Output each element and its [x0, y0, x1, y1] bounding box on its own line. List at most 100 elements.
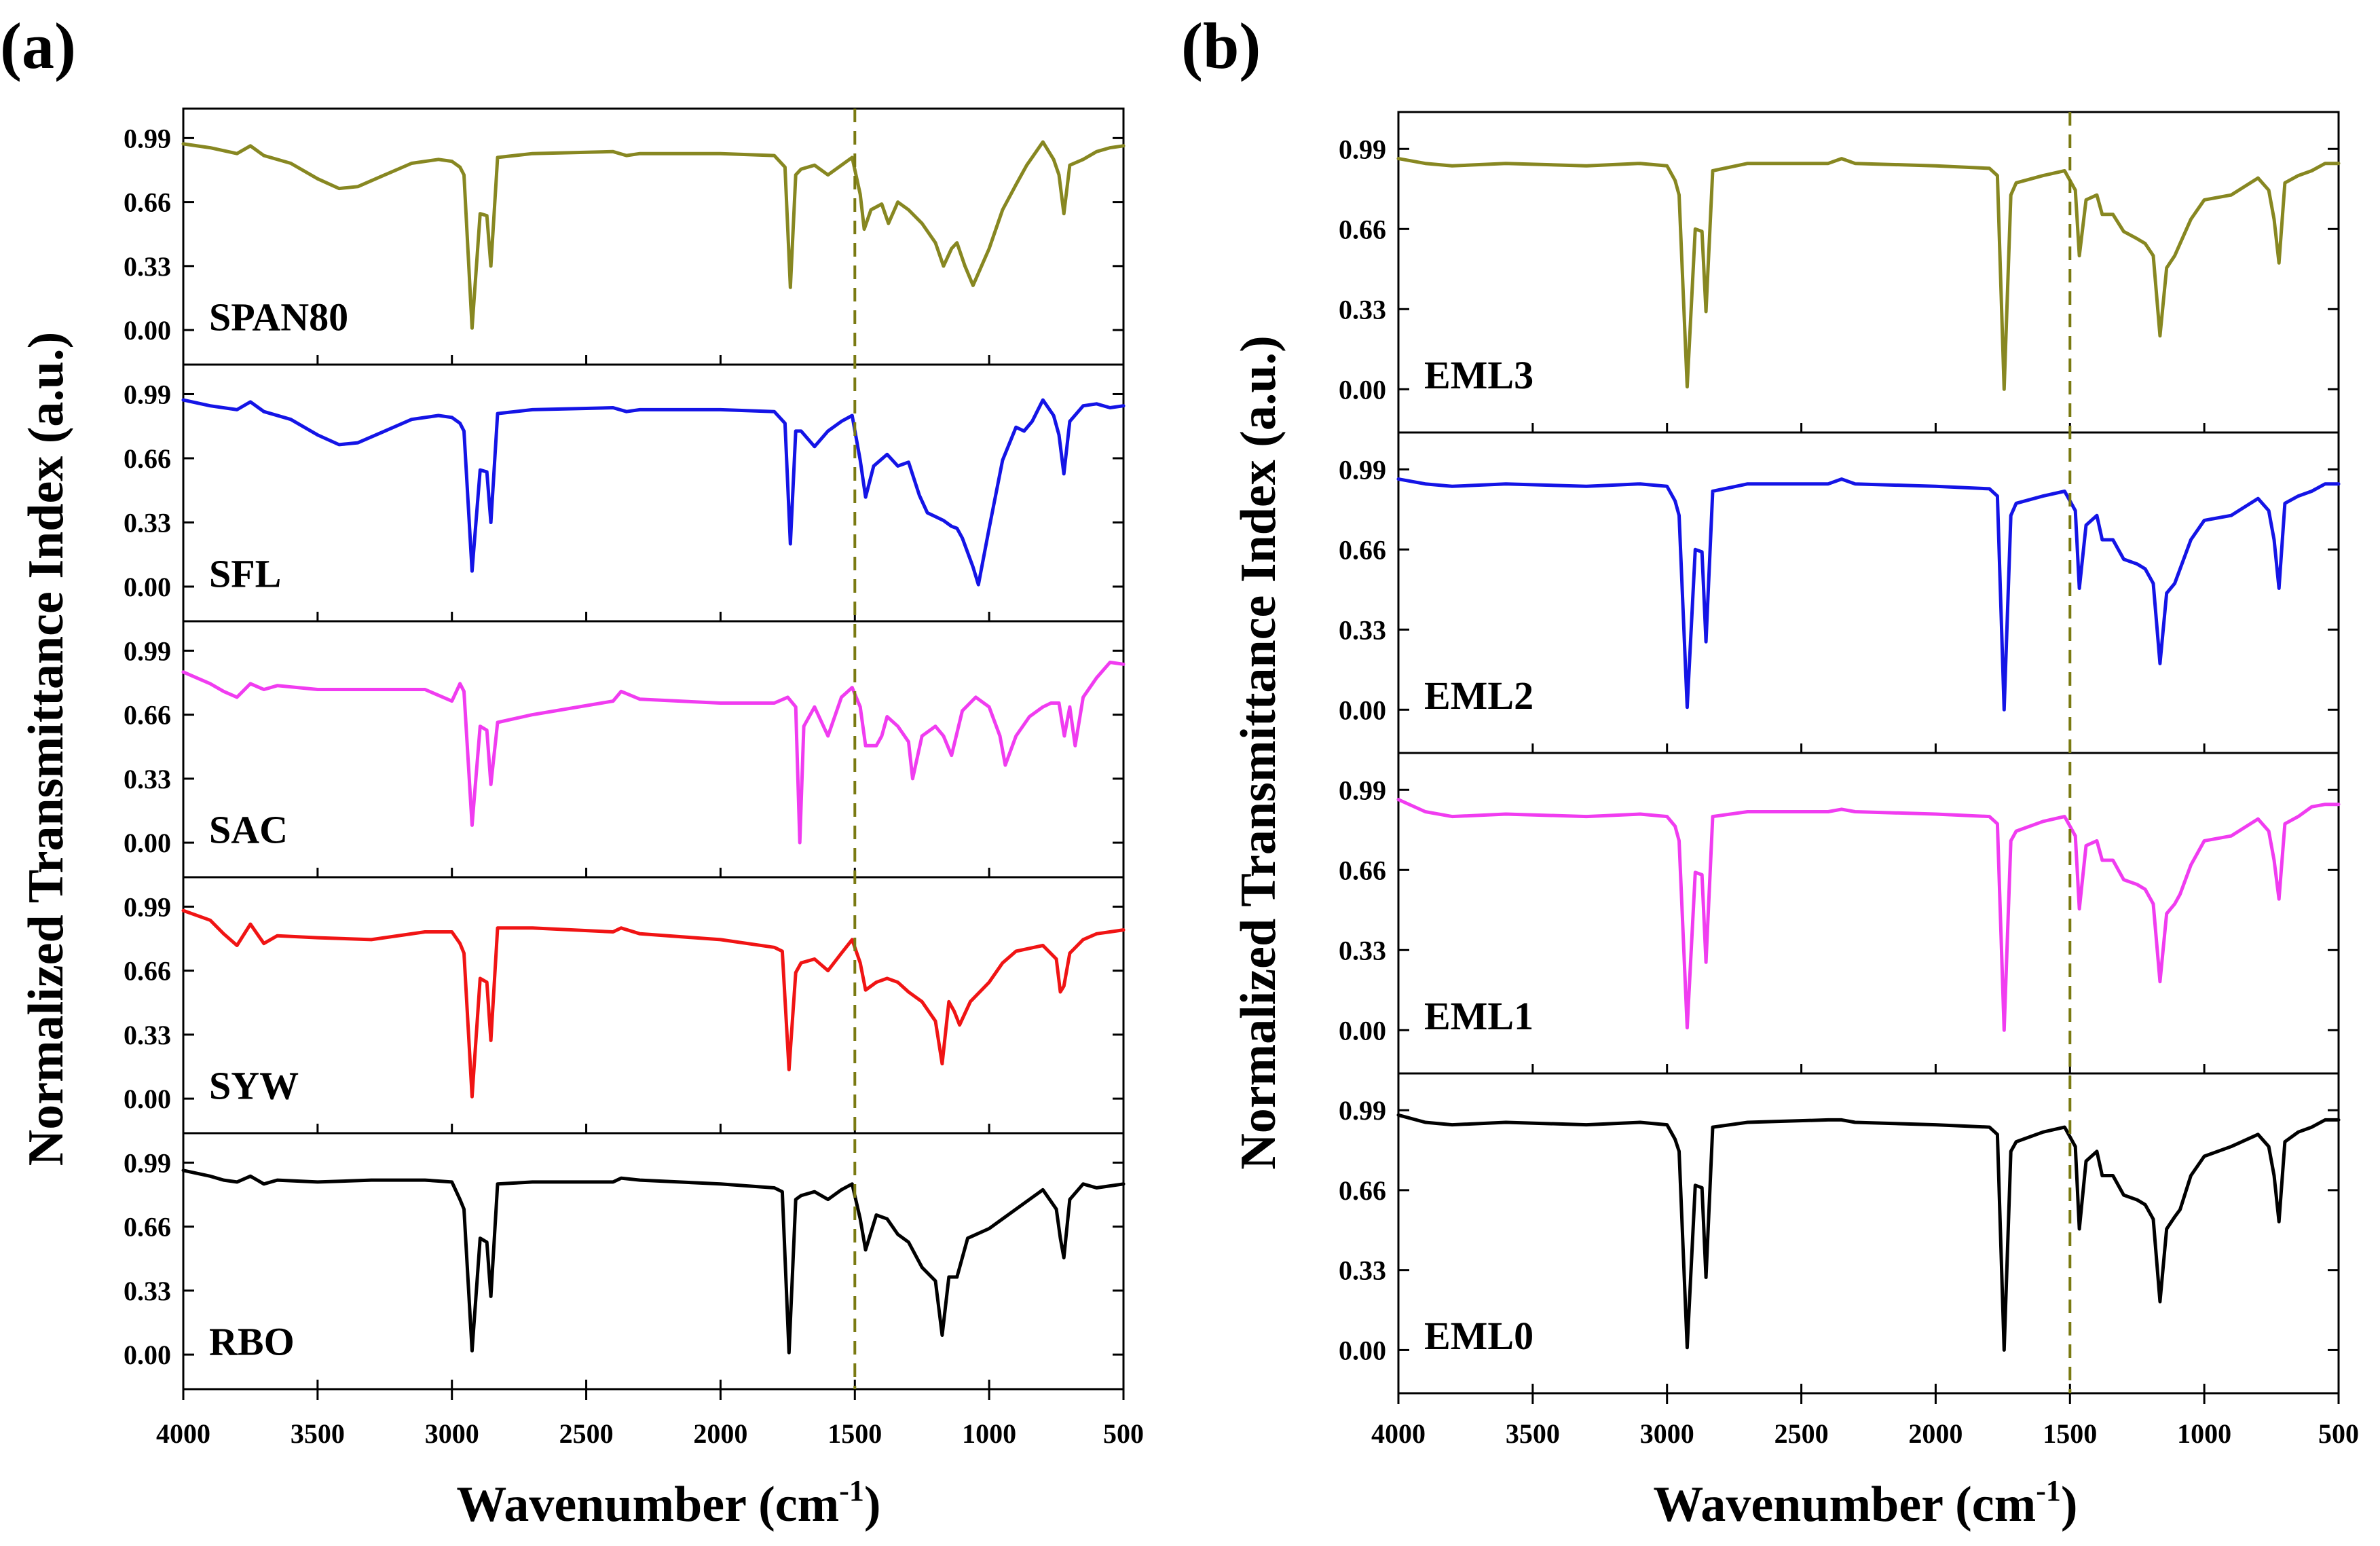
trace-label-eml3: EML3	[1424, 353, 1533, 397]
y-tick-label: 0.66	[124, 1212, 171, 1243]
y-axis-title: Normalized Transmittance Index (a.u.)	[1231, 335, 1286, 1169]
subplot-frame	[1397, 752, 2340, 1075]
y-tick-label: 0.66	[124, 443, 171, 474]
y-tick-label: 0.99	[124, 379, 171, 409]
y-tick-label: 0.99	[1339, 454, 1386, 485]
subplot-frame	[182, 1132, 1125, 1391]
y-tick-label: 0.66	[1339, 214, 1386, 244]
trace-eml2	[1396, 477, 2341, 712]
y-tick-label: 0.00	[1339, 1335, 1386, 1365]
trace-label-eml0: EML0	[1424, 1314, 1533, 1358]
y-tick-label: 0.00	[124, 315, 171, 346]
subplot-frame	[182, 620, 1125, 879]
x-tick-label: 2000	[693, 1418, 747, 1449]
panel-letter: (b)	[1181, 10, 1261, 82]
y-tick-label: 0.00	[124, 572, 171, 602]
trace-syw	[181, 908, 1126, 1099]
subplot-frame	[1397, 1072, 2340, 1395]
y-tick-label: 0.33	[124, 1020, 171, 1050]
y-tick-label: 0.00	[1339, 374, 1386, 405]
subplot-syw: 0.99 0.66 0.33 0.00 SYW	[124, 876, 1126, 1135]
trace-label-eml1: EML1	[1424, 994, 1533, 1038]
subplot-eml3: 0.99 0.66 0.33 0.00 EML3	[1339, 111, 2341, 434]
y-tick-label: 0.33	[124, 1276, 171, 1306]
x-tick-label: 4000	[1371, 1418, 1426, 1449]
trace-label-sac: SAC	[209, 808, 288, 852]
x-tick-label: 500	[1103, 1418, 1144, 1449]
x-tick-label: 2500	[1774, 1418, 1829, 1449]
x-axis-title-sup: -1	[2036, 1474, 2061, 1507]
y-axis-title: Normalized Transmittance Index (a.u.)	[18, 332, 74, 1166]
x-axis-title-end: )	[864, 1477, 881, 1532]
x-tick-label: 1000	[962, 1418, 1016, 1449]
subplot-frame	[182, 363, 1125, 623]
x-tick-label: 3000	[1640, 1418, 1694, 1449]
panel-a: (a) 0.99 0.66 0.33 0.00 SPAN80 0.99 0.66 0.33 0.0…	[0, 10, 1144, 1532]
panel-letter: (a)	[0, 10, 76, 82]
x-tick-label: 1000	[2177, 1418, 2231, 1449]
x-tick-label: 1500	[828, 1418, 882, 1449]
trace-label-syw: SYW	[209, 1064, 299, 1108]
trace-span80	[181, 140, 1126, 330]
x-axis-title: Wavenumber (cm-1)	[1653, 1474, 2077, 1532]
subplot-frame	[1397, 111, 2340, 434]
subplot-eml1: 0.99 0.66 0.33 0.00 EML1	[1339, 752, 2341, 1075]
y-tick-label: 0.33	[1339, 614, 1386, 645]
subplot-sfl: 0.99 0.66 0.33 0.00 SFL	[124, 363, 1126, 623]
x-axis-title-sup: -1	[839, 1474, 864, 1507]
y-tick-label: 0.00	[124, 1340, 171, 1370]
y-tick-label: 0.99	[1339, 134, 1386, 164]
trace-rbo	[181, 1168, 1126, 1355]
x-tick-label: 500	[2318, 1418, 2359, 1449]
y-tick-label: 0.99	[124, 123, 171, 153]
subplot-eml2: 0.99 0.66 0.33 0.00 EML2	[1339, 431, 2341, 754]
panel-b: (b) 0.99 0.66 0.33 0.00 EML3 0.99 0.66 0.33 0.00 E…	[1181, 10, 2359, 1532]
y-tick-label: 0.99	[1339, 775, 1386, 805]
y-tick-label: 0.00	[1339, 695, 1386, 725]
y-tick-label: 0.33	[1339, 1255, 1386, 1286]
y-tick-label: 0.99	[1339, 1095, 1386, 1126]
x-axis-title: Wavenumber (cm-1)	[456, 1474, 880, 1532]
trace-eml3	[1396, 157, 2341, 391]
trace-sfl	[181, 398, 1126, 587]
x-tick-label: 3500	[1506, 1418, 1560, 1449]
trace-label-eml2: EML2	[1424, 674, 1533, 718]
x-tick-label: 3000	[425, 1418, 479, 1449]
y-tick-label: 0.33	[124, 507, 171, 538]
x-axis-title-end: )	[2061, 1477, 2078, 1532]
x-axis-title-main: Wavenumber (cm	[456, 1477, 839, 1532]
x-tick-label: 2000	[1908, 1418, 1963, 1449]
y-tick-label: 0.33	[124, 764, 171, 794]
subplot-rbo: 0.99 0.66 0.33 0.00 RBO	[124, 1132, 1126, 1391]
subplot-span80: 0.99 0.66 0.33 0.00 SPAN80	[124, 107, 1126, 366]
subplot-frame	[182, 876, 1125, 1135]
x-axis-title-main: Wavenumber (cm	[1653, 1477, 2036, 1532]
y-tick-label: 0.99	[124, 1147, 171, 1178]
y-tick-label: 0.66	[124, 956, 171, 987]
y-tick-label: 0.66	[124, 700, 171, 731]
subplot-eml0: 0.99 0.66 0.33 0.00 EML0	[1339, 1072, 2341, 1395]
y-tick-label: 0.00	[124, 828, 171, 858]
y-tick-label: 0.00	[1339, 1015, 1386, 1046]
x-tick-label: 2500	[559, 1418, 614, 1449]
y-tick-label: 0.66	[1339, 855, 1386, 885]
trace-eml1	[1396, 798, 2341, 1032]
trace-sac	[181, 661, 1126, 845]
y-tick-label: 0.99	[124, 636, 171, 666]
trace-eml0	[1396, 1113, 2341, 1352]
y-tick-label: 0.99	[124, 891, 171, 922]
y-tick-label: 0.33	[1339, 294, 1386, 325]
trace-label-rbo: RBO	[209, 1320, 295, 1364]
x-tick-label: 4000	[156, 1418, 210, 1449]
x-tick-label: 1500	[2043, 1418, 2097, 1449]
subplot-sac: 0.99 0.66 0.33 0.00 SAC	[124, 620, 1126, 879]
y-tick-label: 0.66	[124, 187, 171, 218]
trace-label-span80: SPAN80	[209, 295, 348, 339]
trace-label-sfl: SFL	[209, 551, 281, 595]
y-tick-label: 0.66	[1339, 534, 1386, 565]
x-tick-label: 3500	[291, 1418, 345, 1449]
y-tick-label: 0.00	[124, 1084, 171, 1114]
y-tick-label: 0.33	[124, 251, 171, 282]
y-tick-label: 0.33	[1339, 935, 1386, 965]
